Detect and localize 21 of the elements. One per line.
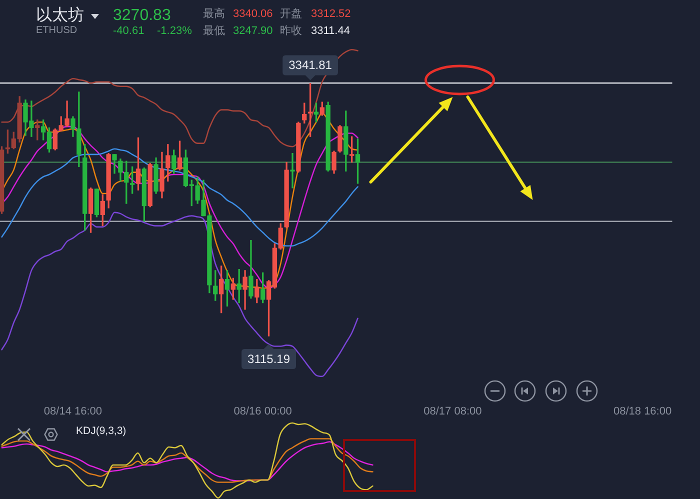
x-tick-label: 08/14 16:00 [44, 405, 102, 418]
text: -1.23% [157, 24, 192, 36]
text: 开盘 [280, 8, 302, 20]
x-tick-label: 08/18 16:00 [613, 405, 672, 418]
annotation: 3341.81 [288, 58, 332, 72]
text: -40.61 [113, 24, 144, 36]
text: 3270.83 [113, 7, 171, 24]
text: 3312.52 [311, 8, 351, 20]
chart-title: 以太坊 [36, 7, 84, 24]
x-tick-label: 08/16 00:00 [234, 405, 292, 418]
x-tick-label: 08/17 08:00 [424, 405, 482, 418]
text: 3340.06 [233, 8, 273, 20]
chart-subtitle: ETHUSD [36, 25, 78, 36]
text: 最高 [203, 8, 225, 20]
text: 3311.44 [311, 24, 350, 36]
text: 3247.90 [233, 24, 273, 36]
chart-title: KDJ(9,3,3) [76, 425, 126, 437]
annotation: 3115.19 [248, 352, 290, 366]
text: 最低 [203, 24, 225, 36]
text: 昨收 [280, 24, 302, 36]
candlestick [290, 153, 295, 188]
